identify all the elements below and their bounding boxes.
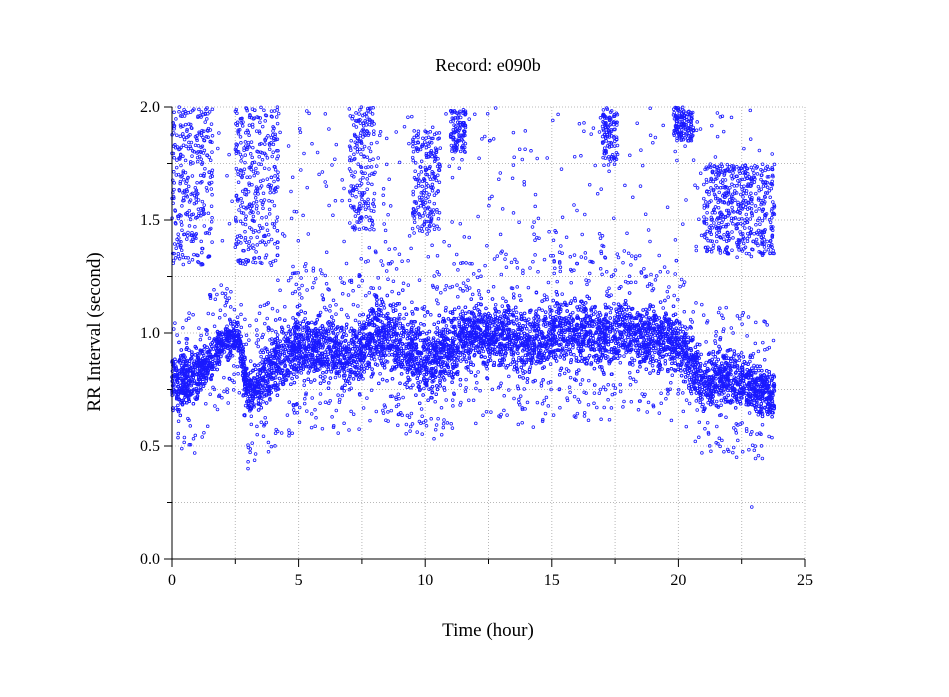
data-point xyxy=(539,381,544,385)
data-point xyxy=(466,351,470,355)
data-point xyxy=(418,338,423,343)
data-point xyxy=(560,292,564,296)
data-point xyxy=(670,373,675,377)
data-point xyxy=(176,403,180,408)
data-point xyxy=(270,328,274,333)
data-point xyxy=(618,360,623,365)
data-point xyxy=(572,353,576,357)
data-point xyxy=(568,375,573,380)
data-point xyxy=(419,322,423,326)
data-point xyxy=(526,355,531,359)
data-point xyxy=(527,350,531,354)
data-point xyxy=(411,383,415,387)
data-point xyxy=(377,356,382,360)
data-point xyxy=(501,363,506,367)
data-point xyxy=(493,302,498,307)
data-point xyxy=(490,324,494,328)
data-point xyxy=(331,318,336,323)
data-point xyxy=(739,351,744,355)
data-point xyxy=(685,327,689,331)
data-point xyxy=(184,341,189,346)
data-point xyxy=(498,314,503,319)
data-point xyxy=(632,358,637,363)
data-point xyxy=(243,403,248,408)
data-point xyxy=(630,356,634,361)
data-point xyxy=(302,383,306,387)
data-point xyxy=(548,312,552,316)
data-point xyxy=(650,363,655,368)
data-point xyxy=(466,368,471,372)
data-point xyxy=(249,414,254,418)
data-point xyxy=(528,329,532,334)
data-point xyxy=(205,332,209,336)
data-point xyxy=(719,403,723,408)
data-point xyxy=(548,362,553,366)
data-point xyxy=(737,358,742,363)
data-point xyxy=(748,359,752,364)
data-point xyxy=(310,320,314,325)
data-point xyxy=(291,316,295,320)
data-point xyxy=(372,357,377,362)
data-point xyxy=(463,357,467,362)
data-point xyxy=(337,374,342,378)
data-point xyxy=(477,292,482,297)
data-point xyxy=(275,333,280,337)
data-point xyxy=(525,380,530,384)
data-point xyxy=(747,411,752,415)
data-point xyxy=(361,376,365,381)
data-point xyxy=(540,308,544,313)
data-point xyxy=(207,336,212,341)
data-point xyxy=(256,363,260,368)
data-point xyxy=(261,399,265,404)
data-point xyxy=(500,304,505,308)
data-point xyxy=(663,362,668,366)
data-point xyxy=(704,360,708,365)
data-point xyxy=(542,293,547,297)
data-point xyxy=(303,316,307,321)
data-point xyxy=(627,319,632,323)
data-point xyxy=(397,302,402,306)
data-point xyxy=(402,316,406,321)
data-point xyxy=(292,362,297,367)
data-point xyxy=(507,374,511,379)
data-point xyxy=(457,316,461,320)
data-point xyxy=(235,315,240,319)
data-point xyxy=(481,349,486,354)
data-point xyxy=(362,370,367,374)
data-point xyxy=(353,318,358,323)
data-point xyxy=(663,359,668,363)
data-point xyxy=(342,389,347,393)
data-point xyxy=(225,324,229,329)
data-point xyxy=(608,310,613,315)
data-point xyxy=(454,317,458,321)
data-point xyxy=(644,314,648,319)
data-point xyxy=(584,311,588,315)
data-point xyxy=(358,313,362,317)
data-point xyxy=(444,324,449,328)
data-points xyxy=(170,105,777,509)
data-point xyxy=(562,371,567,376)
data-point xyxy=(553,304,557,308)
data-point xyxy=(587,324,592,329)
data-point xyxy=(627,370,632,375)
data-point xyxy=(256,398,261,403)
data-point xyxy=(622,354,626,358)
data-point xyxy=(482,323,486,327)
data-point xyxy=(301,328,305,333)
data-point xyxy=(318,310,323,315)
data-point xyxy=(680,324,685,328)
data-point xyxy=(603,302,608,307)
data-point xyxy=(460,309,465,314)
data-point xyxy=(607,361,612,366)
data-point xyxy=(187,348,191,352)
data-point xyxy=(378,371,382,376)
data-point xyxy=(493,345,498,349)
data-point xyxy=(377,286,382,290)
data-point xyxy=(476,315,480,320)
data-point xyxy=(714,399,719,404)
data-point xyxy=(612,301,616,306)
data-point xyxy=(387,353,391,357)
data-point xyxy=(274,330,278,334)
